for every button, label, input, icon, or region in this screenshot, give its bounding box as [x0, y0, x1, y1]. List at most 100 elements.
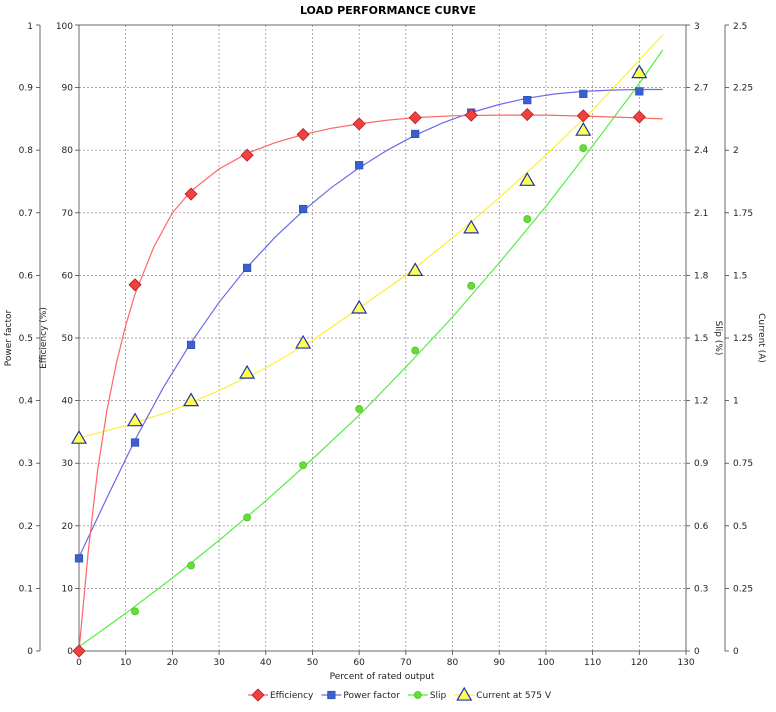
pf-tick-label: 0.5 [19, 334, 33, 344]
data-point-power-factor [130, 438, 140, 447]
pf-tick-label: 0.4 [19, 397, 34, 407]
pf-tick-label: 1 [27, 22, 33, 32]
data-point-slip [467, 281, 476, 290]
slip-tick-label: 0 [694, 647, 700, 657]
slip-tick-label: 1.5 [694, 334, 708, 344]
eff-tick-label: 90 [62, 84, 74, 94]
data-point-efficiency [352, 117, 366, 131]
legend-label-slip: Slip [430, 691, 447, 701]
pf-tick-label: 0.1 [19, 584, 33, 594]
x-tick-label: 80 [447, 658, 459, 668]
slip-tick-label: 2.7 [694, 84, 708, 94]
slip-tick-label: 1.8 [694, 271, 709, 281]
series-power-factor [74, 87, 663, 563]
eff-tick-label: 0 [67, 647, 73, 657]
x-tick-label: 30 [213, 658, 225, 668]
data-point-current-at-575-v [575, 121, 592, 136]
data-point-efficiency [72, 644, 86, 658]
legend-marker-slip [413, 691, 422, 699]
pf-tick-label: 0.7 [19, 209, 33, 219]
cur-axis-label: Current (A) [756, 313, 766, 363]
cur-tick-label: 1.5 [733, 271, 747, 281]
chart-title: LOAD PERFORMANCE CURVE [300, 4, 476, 17]
eff-tick-label: 100 [56, 22, 73, 32]
cur-tick-label: 0 [733, 647, 739, 657]
data-point-efficiency [520, 107, 534, 122]
series-current-at-575-v [70, 34, 664, 444]
data-point-efficiency [128, 278, 142, 292]
legend-label-efficiency: Efficiency [270, 691, 314, 701]
data-point-power-factor [186, 340, 196, 349]
x-tick-label: 10 [120, 658, 132, 668]
series-efficiency [72, 107, 663, 658]
x-tick-label: 40 [260, 658, 272, 668]
x-tick-label: 110 [584, 658, 601, 668]
cur-tick-label: 1 [733, 397, 739, 407]
eff-tick-label: 70 [62, 209, 74, 219]
slip-tick-label: 1.2 [694, 397, 708, 407]
data-point-slip [243, 513, 251, 522]
axes: 0 10 20 30 40 50 60 70 80 90 100 110 120 13000.10.20.… [4, 22, 766, 668]
slip-tick-label: 0.3 [694, 584, 708, 594]
series-line-slip [78, 49, 664, 648]
x-tick-label: 70 [400, 658, 412, 668]
data-point-efficiency [296, 127, 310, 142]
data-point-slip [187, 561, 195, 570]
data-point-current-at-575-v [126, 412, 144, 427]
data-point-efficiency [464, 108, 478, 122]
data-point-current-at-575-v [70, 429, 88, 444]
pf-tick-label: 0.9 [19, 84, 34, 94]
cur-tick-label: 0.25 [733, 584, 753, 594]
cur-tick-label: 1.75 [733, 209, 753, 219]
data-point-power-factor [355, 161, 364, 170]
series-line-current-at-575-v [78, 34, 664, 439]
eff-tick-label: 30 [62, 459, 74, 469]
cur-tick-label: 2 [733, 146, 739, 156]
eff-tick-label: 10 [62, 584, 74, 594]
pf-tick-label: 0.8 [19, 146, 34, 156]
eff-tick-label: 60 [62, 271, 74, 281]
data-point-current-at-575-v [519, 172, 536, 186]
x-tick-label: 0 [76, 658, 82, 668]
x-tick-label: 90 [494, 658, 506, 668]
series-line-power-factor [78, 88, 663, 558]
data-point-current-at-575-v [295, 334, 312, 349]
data-point-current-at-575-v [351, 299, 368, 314]
data-point-slip [579, 144, 588, 153]
data-point-slip [299, 461, 308, 470]
data-point-power-factor [299, 204, 308, 214]
data-point-efficiency [408, 111, 422, 125]
data-point-power-factor [242, 263, 252, 272]
x-tick-label: 130 [677, 658, 694, 668]
legend-label-power-factor: Power factor [343, 691, 400, 701]
legend-label-current-at-575-v: Current at 575 V [476, 691, 552, 701]
slip-axis-label: Slip (%) [713, 321, 723, 356]
x-tick-label: 50 [307, 658, 319, 668]
x-tick-label: 60 [353, 658, 365, 668]
data-point-slip [411, 346, 420, 355]
legend-marker-current-at-575-v [456, 686, 473, 701]
cur-tick-label: 2.5 [733, 22, 747, 32]
eff-tick-label: 20 [62, 522, 74, 532]
data-point-current-at-575-v [183, 392, 200, 407]
pf-tick-label: 0.2 [19, 522, 33, 532]
cur-tick-label: 0.5 [733, 522, 747, 532]
x-axis-label: Percent of rated output [330, 672, 435, 682]
data-point-current-at-575-v [239, 364, 256, 379]
pf-tick-label: 0.6 [19, 271, 34, 281]
data-point-power-factor [74, 554, 84, 563]
x-tick-label: 120 [631, 658, 648, 668]
eff-tick-label: 40 [62, 397, 74, 407]
pf-axis-label: Power factor [4, 309, 14, 366]
data-point-slip [523, 215, 532, 223]
data-point-slip [131, 607, 139, 616]
data-point-current-at-575-v [407, 262, 424, 277]
data-point-power-factor [411, 129, 420, 139]
legend-marker-power-factor [327, 690, 336, 700]
data-point-power-factor [523, 96, 532, 105]
series-layer [70, 34, 664, 658]
x-tick-label: 20 [167, 658, 179, 668]
eff-tick-label: 80 [62, 146, 74, 156]
plot-area [78, 24, 687, 652]
